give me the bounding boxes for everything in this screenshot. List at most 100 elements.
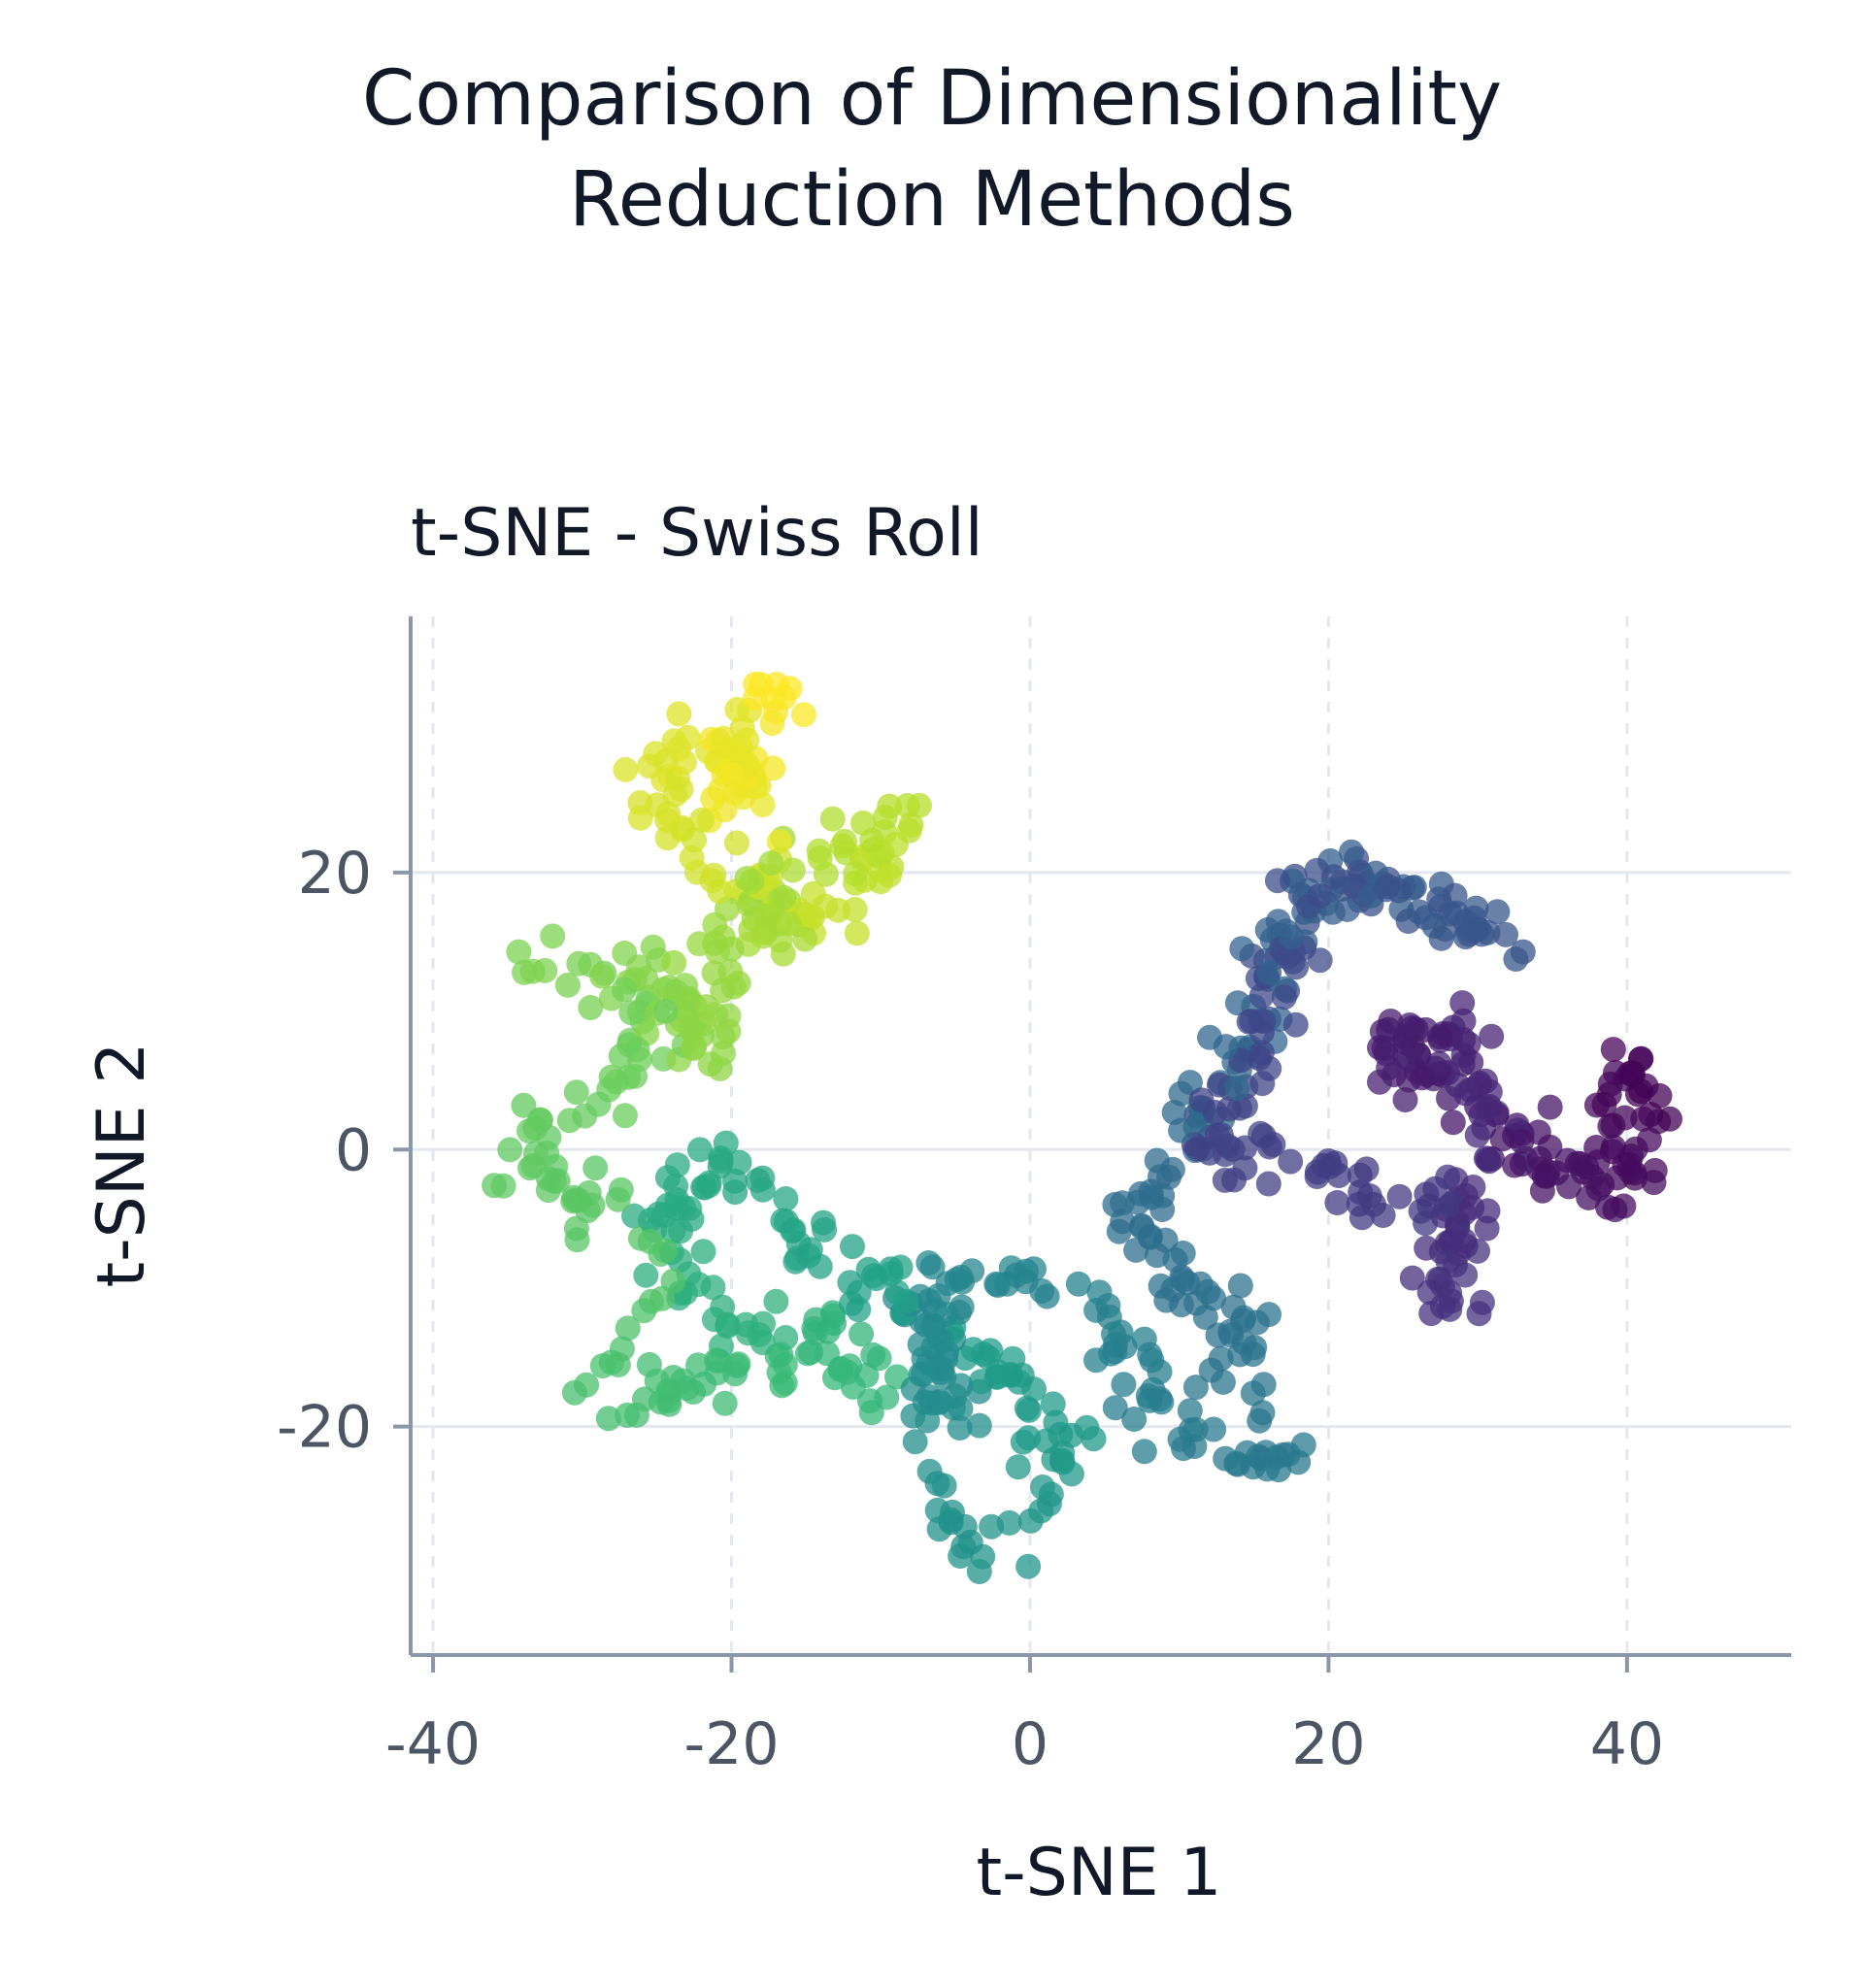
scatter-point [636, 1351, 662, 1377]
scatter-point [652, 998, 679, 1024]
scatter-point [1353, 1156, 1380, 1182]
scatter-point [1574, 1154, 1600, 1180]
scatter-point [1249, 1071, 1276, 1097]
scatter-point [598, 1064, 624, 1090]
scatter-point [1111, 1372, 1137, 1398]
scatter-point [661, 949, 687, 976]
scatter-point [1440, 1110, 1466, 1136]
scatter-point [1282, 1011, 1309, 1038]
scatter-point [811, 1209, 836, 1236]
scatter-point [682, 827, 707, 853]
scatter-point [633, 1262, 659, 1288]
scatter-point [716, 1018, 742, 1044]
scatter-point [819, 806, 846, 832]
scatter-point [766, 829, 792, 855]
scatter-point [1058, 1461, 1084, 1487]
scatter-point [1140, 1376, 1166, 1403]
scatter-point [1015, 1553, 1042, 1579]
scatter-point [1255, 1171, 1282, 1197]
scatter-point [1169, 1264, 1195, 1290]
scatter-point [1414, 1235, 1440, 1261]
scatter-point [722, 1168, 748, 1194]
axes [393, 616, 1791, 1673]
scatter-point [690, 1239, 716, 1265]
scatter-point [1452, 1233, 1479, 1259]
scatter-point [794, 1341, 820, 1367]
scatter-point [715, 1311, 741, 1338]
scatter-point [1224, 990, 1250, 1016]
scatter-point [707, 878, 733, 905]
scatter-point [1131, 1326, 1157, 1352]
scatter-point [1254, 917, 1281, 943]
scatter-point [792, 926, 818, 952]
scatter-point [1006, 1369, 1032, 1395]
scatter-point [1256, 960, 1282, 985]
scatter-point [900, 1403, 926, 1429]
scatter-point [978, 1338, 1004, 1364]
scatter-point [1438, 1192, 1464, 1217]
scatter-point [697, 1051, 723, 1077]
scatter-point [1015, 1425, 1042, 1451]
scatter-point [1098, 1341, 1124, 1367]
scatter-point [1392, 1043, 1417, 1069]
scatter-point [574, 1372, 600, 1398]
scatter-point [915, 1250, 942, 1276]
scatter-point [713, 1130, 739, 1156]
scatter-point [1153, 1287, 1180, 1313]
scatter-point [966, 1412, 992, 1439]
scatter-point [1121, 1407, 1148, 1432]
scatter-point [722, 1361, 749, 1387]
scatter-point [1213, 1034, 1239, 1060]
subplot-title: t-SNE - Swiss Roll [411, 495, 983, 572]
scatter-point [519, 958, 546, 984]
scatter-point [882, 831, 909, 857]
scatter-point [1459, 1195, 1485, 1220]
scatter-point [1493, 921, 1518, 947]
scatter-point [490, 1173, 516, 1199]
scatter-point [506, 939, 532, 965]
x-tick-label: 40 [1590, 1710, 1664, 1778]
scatter-point [1367, 1069, 1392, 1095]
scatter-point [545, 1168, 571, 1194]
scatter-point [540, 923, 566, 949]
scatter-point [758, 850, 784, 877]
scatter-point [749, 792, 776, 818]
scatter-point [1264, 868, 1290, 894]
scatter-point [907, 792, 932, 818]
scatter-point [615, 1402, 640, 1428]
scatter-point [807, 845, 833, 871]
scatter-point [1442, 882, 1468, 909]
scatter-point [672, 749, 697, 776]
scatter-point [1413, 1016, 1439, 1043]
scatter-point [1217, 1318, 1244, 1344]
x-tick-label: -40 [385, 1710, 481, 1778]
scatter-point [776, 911, 802, 937]
scatter-point [687, 1137, 713, 1163]
scatter-point [1041, 1446, 1067, 1473]
scatter-point [1392, 1087, 1418, 1112]
scatter-point [949, 1269, 976, 1295]
scatter-point [612, 977, 637, 1003]
scatter-point [689, 807, 716, 833]
scatter-point [734, 866, 760, 891]
scatter-point [1386, 878, 1413, 904]
scatter-point [719, 762, 745, 788]
scatter-point [1630, 1106, 1656, 1132]
scatter-point [666, 701, 692, 727]
data-points [482, 671, 1682, 1584]
scatter-point [1435, 1164, 1461, 1190]
y-tick-label: 20 [298, 840, 372, 908]
scatter-point [797, 1237, 823, 1263]
scatter-point [1201, 1416, 1227, 1442]
scatter-point [1015, 1397, 1042, 1423]
scatter-point [1460, 1175, 1486, 1200]
scatter-point [866, 1345, 892, 1372]
scatter-point [704, 1360, 730, 1386]
scatter-point [702, 930, 728, 956]
scatter-point [829, 833, 855, 859]
scatter-point [1110, 1209, 1136, 1235]
scatter-point [1409, 1065, 1435, 1091]
scatter-point [801, 1315, 827, 1342]
